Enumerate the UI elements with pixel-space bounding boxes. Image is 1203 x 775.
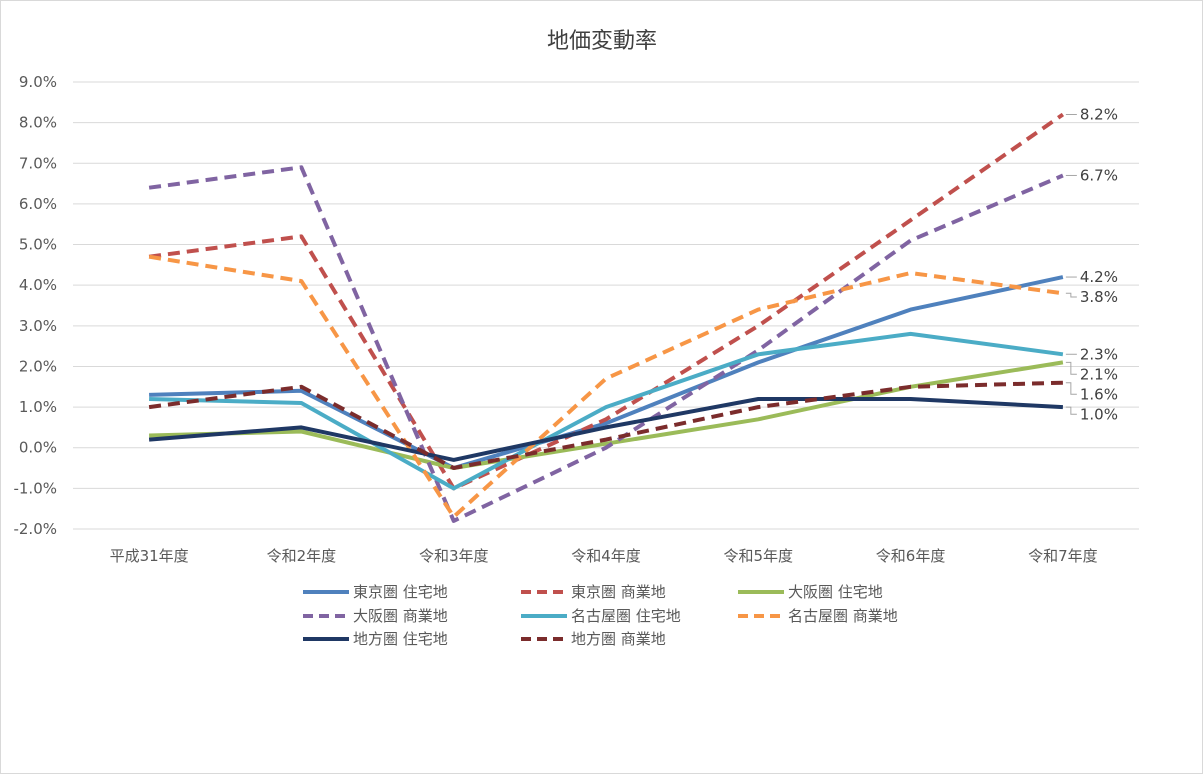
y-tick-label: 6.0%: [19, 195, 57, 213]
data-label-leader: [1065, 292, 1077, 298]
x-tick-label: 令和7年度: [1028, 547, 1098, 565]
series-line: [149, 360, 1064, 470]
y-tick-label: 5.0%: [19, 236, 57, 254]
legend-label: 地方圏 商業地: [571, 630, 666, 648]
series-line: [148, 165, 1064, 523]
series-line: [148, 112, 1065, 491]
legend-label: 大阪圏 商業地: [353, 607, 448, 625]
data-label: 8.2%: [1080, 106, 1118, 124]
data-label: 1.6%: [1080, 385, 1118, 403]
y-tick-label: 3.0%: [19, 317, 57, 335]
data-labels: 8.2% 6.7% 4.2% 3.8% 2.3% 2.1% 1.6% 1.0%: [1065, 106, 1118, 423]
legend-label: 東京圏 商業地: [571, 583, 666, 601]
data-label: 4.2%: [1080, 268, 1118, 286]
x-tick-label: 令和2年度: [267, 547, 337, 565]
y-tick-label: -2.0%: [13, 520, 57, 538]
legend-label: 名古屋圏 住宅地: [571, 607, 681, 625]
series-line: [148, 380, 1063, 470]
x-axis-ticks: 平成31年度 令和2年度 令和3年度 令和4年度 令和5年度 令和6年度 令和7年度: [110, 547, 1098, 565]
y-tick-label: 7.0%: [19, 154, 57, 172]
series-line: [149, 275, 1064, 470]
grid-layer: [73, 81, 1139, 530]
y-tick-label: 1.0%: [19, 398, 57, 416]
legend-label: 地方圏 住宅地: [353, 630, 448, 648]
x-tick-label: 平成31年度: [110, 547, 189, 565]
series-line: [148, 254, 1064, 519]
x-tick-label: 令和6年度: [876, 547, 946, 565]
y-tick-label: 9.0%: [19, 73, 57, 91]
x-tick-label: 令和3年度: [419, 547, 489, 565]
data-label: 3.8%: [1080, 288, 1118, 306]
legend-label: 大阪圏 住宅地: [788, 583, 883, 601]
legend-label: 東京圏 住宅地: [353, 583, 448, 601]
data-label: 6.7%: [1080, 166, 1118, 184]
data-label: 2.3%: [1080, 345, 1118, 363]
data-label: 2.1%: [1080, 365, 1118, 383]
x-tick-label: 令和4年度: [571, 547, 641, 565]
data-label-leader: [1065, 382, 1077, 395]
legend-label: 名古屋圏 商業地: [788, 607, 898, 625]
data-label-leader: [1065, 406, 1077, 415]
y-tick-label: 8.0%: [19, 114, 57, 132]
series-layer: [148, 112, 1065, 523]
y-tick-label: 0.0%: [19, 439, 57, 457]
y-tick-label: 2.0%: [19, 357, 57, 375]
y-tick-label: 4.0%: [19, 276, 57, 294]
data-label: 1.0%: [1080, 405, 1118, 423]
y-tick-label: -1.0%: [13, 479, 57, 497]
series-line: [149, 331, 1064, 491]
x-tick-label: 令和5年度: [724, 547, 794, 565]
data-label-leader: [1065, 361, 1077, 375]
chart-title: 地価変動率: [547, 29, 657, 54]
y-axis-ticks: 9.0% 8.0% 7.0% 6.0% 5.0% 4.0% 3.0% 2.0% 1.0% 0.0%…: [13, 73, 57, 538]
series-line: [148, 397, 1064, 462]
